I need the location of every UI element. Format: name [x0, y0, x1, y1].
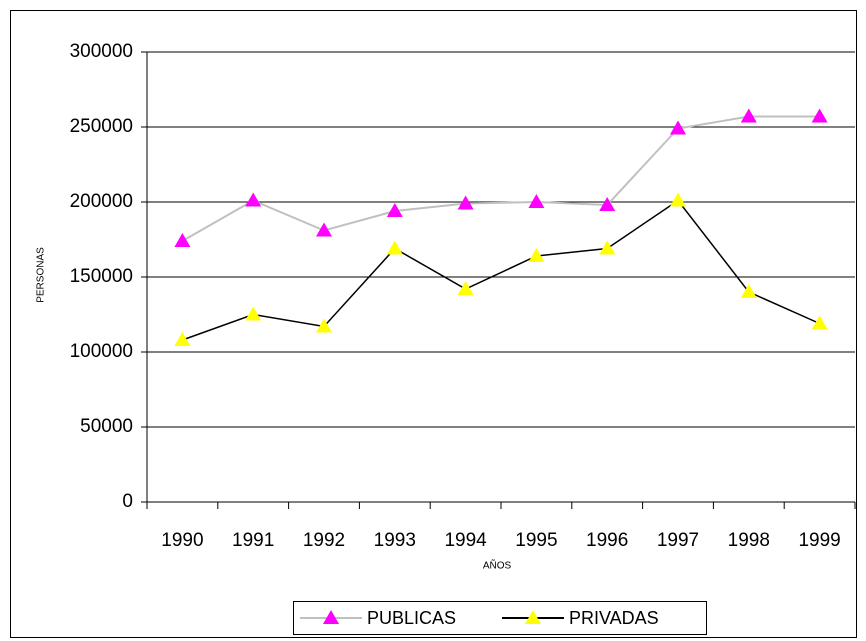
y-tick-label: 0 — [122, 491, 133, 512]
x-tick-label: 1998 — [728, 530, 770, 551]
x-tick-label: 1996 — [586, 530, 628, 551]
y-tick-label: 300000 — [70, 41, 133, 62]
data-point — [528, 248, 545, 262]
y-tick-label: 250000 — [70, 116, 133, 137]
data-point — [528, 194, 545, 208]
x-tick-label: 1990 — [161, 530, 203, 551]
data-point — [740, 284, 757, 298]
y-tick-label: 100000 — [70, 341, 133, 362]
legend-marker — [323, 610, 339, 624]
legend-marker — [525, 610, 541, 624]
y-tick-label: 150000 — [70, 266, 133, 287]
data-point — [386, 203, 403, 217]
x-tick-label: 1999 — [798, 530, 840, 551]
x-axis-label: AÑOS — [483, 559, 512, 572]
x-tick-label: 1997 — [657, 530, 699, 551]
series-line — [182, 199, 820, 341]
data-point — [457, 195, 474, 210]
data-point — [316, 318, 332, 333]
data-point — [174, 233, 191, 247]
x-tick-label: 1992 — [303, 530, 345, 551]
x-tick-label: 1995 — [515, 530, 557, 551]
data-point — [740, 108, 757, 123]
y-tick-label: 50000 — [80, 416, 133, 437]
data-point — [245, 306, 262, 321]
data-point — [670, 120, 686, 135]
data-point — [316, 222, 332, 237]
data-point — [245, 192, 262, 207]
data-point — [599, 197, 616, 211]
data-point — [670, 192, 686, 207]
x-tick-label: 1993 — [374, 530, 416, 551]
data-point — [811, 108, 828, 123]
data-point — [457, 281, 474, 295]
legend-label: PRIVADAS — [569, 608, 659, 628]
x-tick-label: 1991 — [232, 530, 274, 551]
data-point — [174, 332, 191, 346]
data-point — [599, 240, 616, 255]
data-point — [386, 240, 403, 255]
y-tick-label: 200000 — [70, 191, 133, 212]
data-point — [811, 315, 828, 330]
series-line — [181, 115, 820, 242]
y-axis-label: PERSONAS — [36, 247, 47, 303]
legend-label: PUBLICAS — [367, 608, 456, 628]
legend — [293, 601, 707, 635]
chart-frame — [10, 10, 857, 638]
x-tick-label: 1994 — [444, 530, 487, 551]
